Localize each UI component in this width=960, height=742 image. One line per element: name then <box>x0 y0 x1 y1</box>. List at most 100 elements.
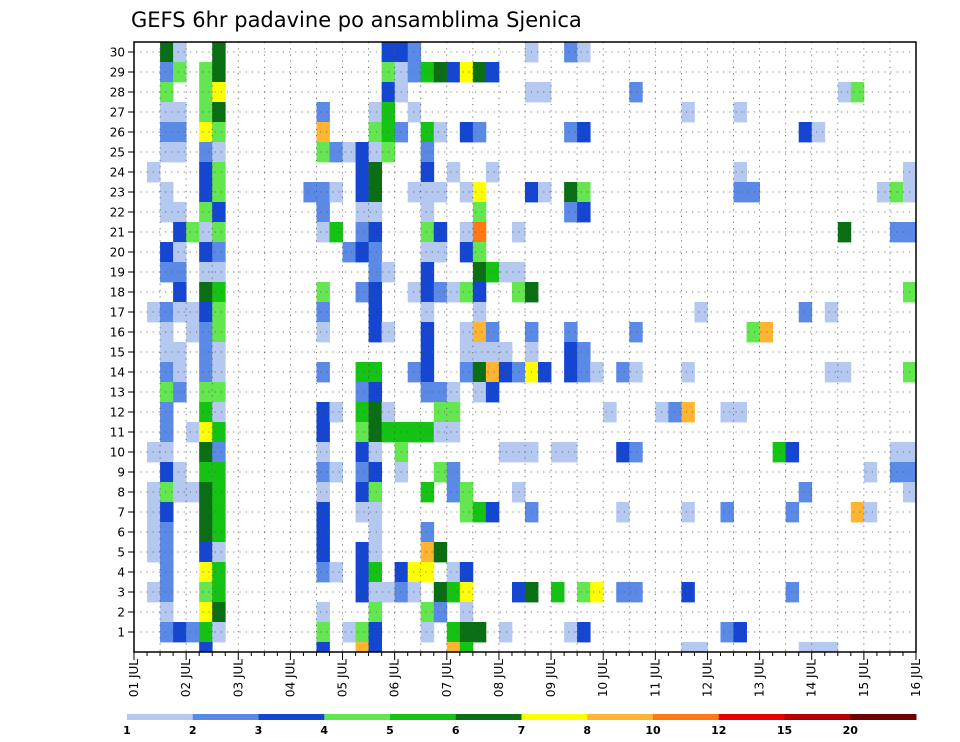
heatmap-cell <box>199 502 213 523</box>
heatmap-cell <box>446 422 461 443</box>
heatmap-cell <box>564 322 578 343</box>
y-tick-label: 21 <box>110 226 125 240</box>
heatmap-cell <box>368 302 383 323</box>
heatmap-cell <box>433 242 448 263</box>
heatmap-cell <box>407 282 422 303</box>
heatmap-cell <box>433 582 448 603</box>
heatmap-cell <box>342 242 356 263</box>
heatmap-cell <box>199 602 213 623</box>
heatmap-cell <box>160 62 174 83</box>
heatmap-cell <box>316 422 330 443</box>
heatmap-cell <box>212 442 226 463</box>
heatmap-cell <box>316 202 330 223</box>
heatmap-cell <box>160 302 174 323</box>
heatmap-cell <box>459 582 474 603</box>
colorbar-label: 8 <box>583 724 591 737</box>
heatmap-cell <box>212 582 226 603</box>
heatmap-cell <box>551 582 565 603</box>
heatmap-cell <box>160 42 174 63</box>
heatmap-cell <box>420 602 435 623</box>
heatmap-cell <box>485 342 500 363</box>
colorbar-label: 4 <box>320 724 328 737</box>
chart-title: GEFS 6hr padavine po ansamblima Sjenica <box>131 8 582 32</box>
heatmap-cell <box>212 222 226 243</box>
heatmap-cell <box>355 222 369 243</box>
y-tick-label: 23 <box>110 186 125 200</box>
heatmap-cell <box>733 622 747 643</box>
heatmap-cell <box>564 122 578 143</box>
heatmap-cell <box>212 562 226 583</box>
heatmap-cell <box>160 542 174 563</box>
heatmap-cell <box>199 562 213 583</box>
heatmap-cell <box>850 82 865 103</box>
heatmap-cell <box>433 62 448 83</box>
heatmap-cell <box>199 362 213 383</box>
heatmap-cell <box>446 382 461 403</box>
heatmap-cell <box>420 142 435 163</box>
heatmap-cell <box>459 362 474 383</box>
heatmap-cell <box>407 42 422 63</box>
heatmap-cell <box>199 482 213 503</box>
heatmap-cell <box>355 582 369 603</box>
x-tick-label: 04 JUL <box>283 659 297 697</box>
heatmap-cell <box>498 342 513 363</box>
x-tick-label: 08 JUL <box>492 659 506 697</box>
heatmap-cell <box>577 582 591 603</box>
y-tick-label: 14 <box>110 366 125 380</box>
heatmap-cell <box>681 642 695 653</box>
colorbar-label: 7 <box>518 724 526 737</box>
heatmap-cell <box>564 362 578 383</box>
x-tick-label: 15 JUL <box>857 659 871 697</box>
heatmap-cell <box>199 642 213 653</box>
heatmap-cell <box>420 202 435 223</box>
heatmap-cell <box>459 282 474 303</box>
heatmap-cell <box>173 382 187 403</box>
heatmap-cell <box>577 182 591 203</box>
heatmap-cell <box>368 322 383 343</box>
heatmap-cell <box>316 362 330 383</box>
heatmap-cell <box>420 362 435 383</box>
heatmap-cell <box>316 622 330 643</box>
heatmap-cell <box>420 422 435 443</box>
heatmap-cell <box>472 202 487 223</box>
heatmap-cell <box>160 242 174 263</box>
heatmap-cell <box>212 462 226 483</box>
grid-lines <box>134 42 916 652</box>
heatmap-cell <box>798 122 813 143</box>
heatmap-cell <box>368 362 383 383</box>
heatmap-cell <box>420 622 435 643</box>
heatmap-cell <box>850 502 865 523</box>
y-tick-label: 3 <box>117 586 125 600</box>
heatmap-cell <box>407 182 422 203</box>
heatmap-cell <box>407 582 422 603</box>
heatmap-cell <box>407 102 422 123</box>
heatmap-cell <box>212 162 226 183</box>
y-tick-label: 13 <box>110 386 125 400</box>
heatmap-cell <box>616 442 630 463</box>
heatmap-cell <box>420 122 435 143</box>
heatmap-cell <box>199 342 213 363</box>
heatmap-cell <box>433 542 448 563</box>
heatmap-cell <box>316 322 330 343</box>
heatmap-cell <box>733 102 747 123</box>
heatmap-cell <box>485 262 500 283</box>
heatmap-cell <box>420 342 435 363</box>
heatmap-cell <box>329 182 343 203</box>
heatmap-cell <box>564 442 578 463</box>
heatmap-cell <box>459 642 474 653</box>
heatmap-cell <box>173 462 187 483</box>
colorbar-swatch <box>324 714 391 720</box>
heatmap-cell <box>368 142 383 163</box>
heatmap-cell <box>472 322 487 343</box>
heatmap-cell <box>160 522 174 543</box>
heatmap-cell <box>316 222 330 243</box>
heatmap-cell <box>446 642 461 653</box>
heatmap-cell <box>173 282 187 303</box>
heatmap-cell <box>824 302 839 323</box>
heatmap-cell <box>446 582 461 603</box>
heatmap-cell <box>355 422 369 443</box>
heatmap-cell <box>160 442 174 463</box>
heatmap-cell <box>433 462 448 483</box>
heatmap-cell <box>577 202 591 223</box>
y-tick-label: 30 <box>110 46 125 60</box>
